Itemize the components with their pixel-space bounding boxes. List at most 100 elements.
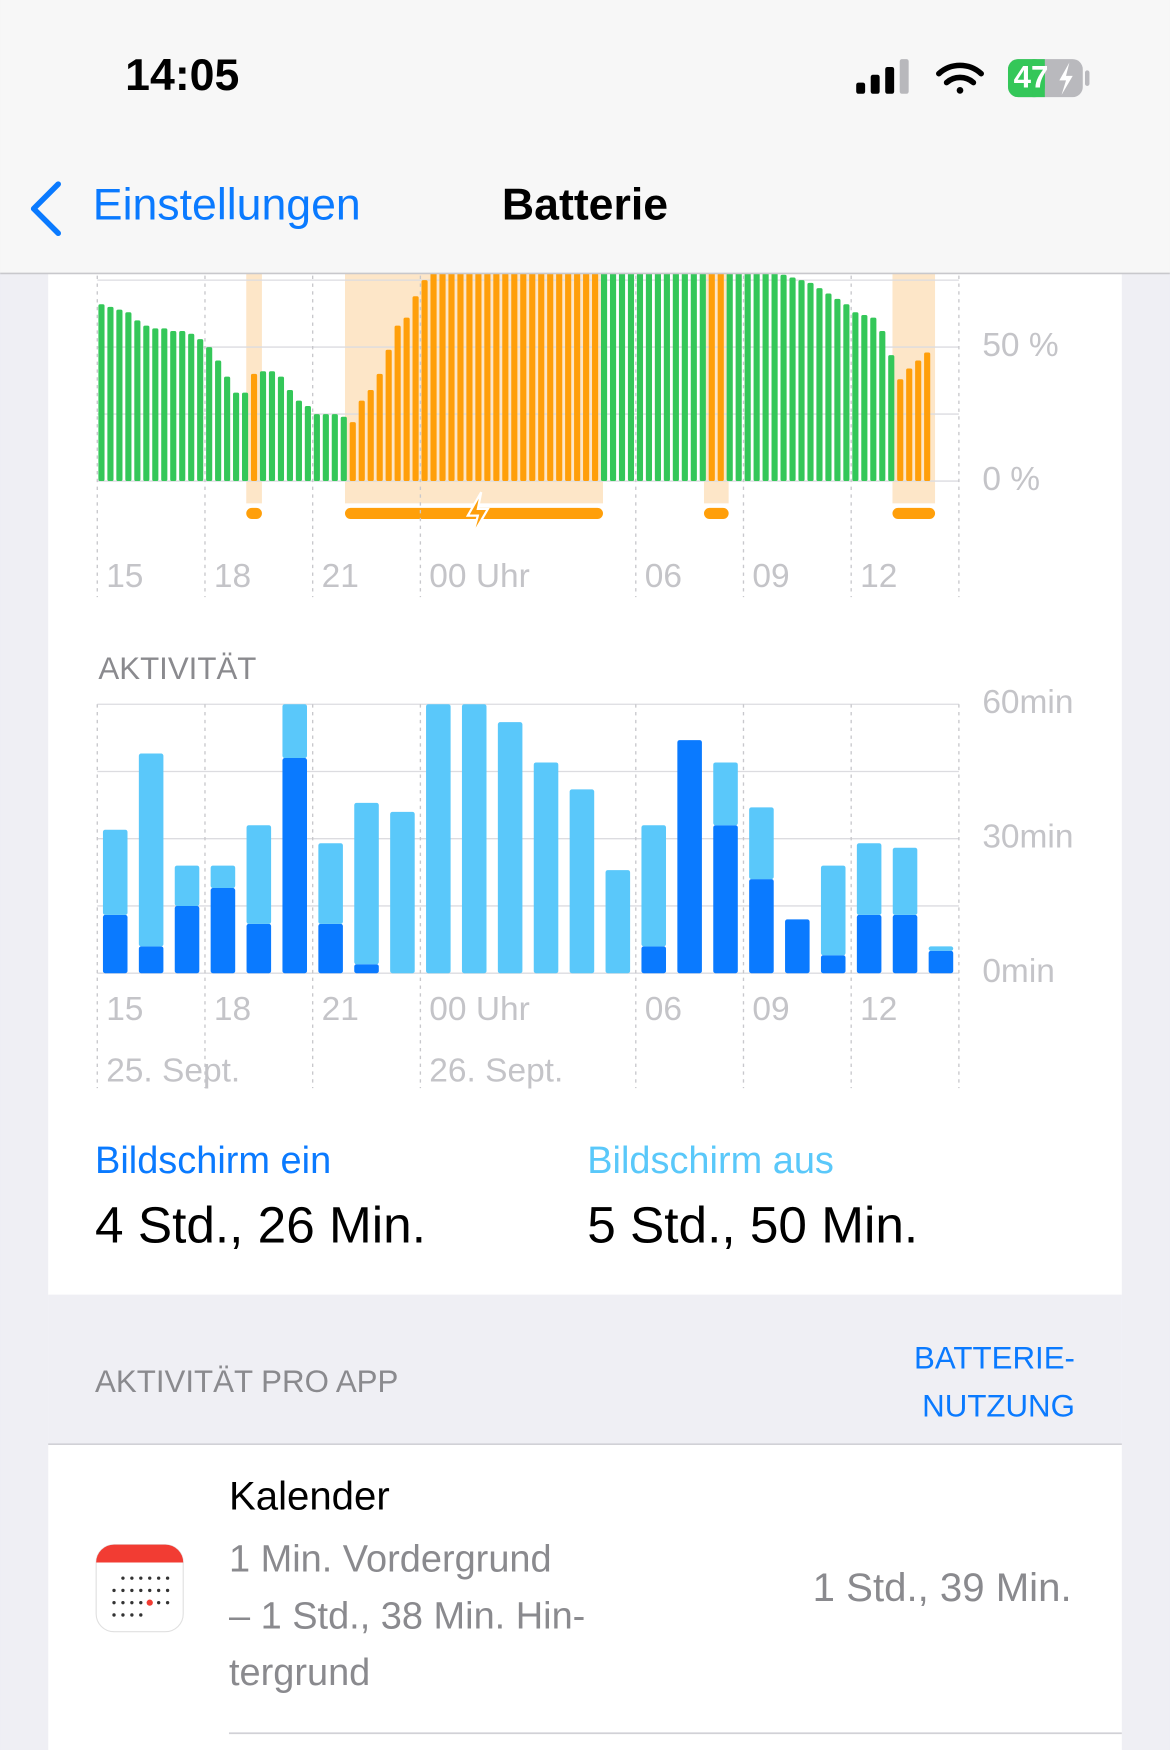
back-chevron[interactable] (30, 181, 62, 237)
battery-bar (592, 213, 599, 482)
back-button[interactable]: Einstellungen (30, 180, 361, 237)
activity-bar (390, 811, 415, 974)
battery-bar (295, 400, 302, 482)
y-tick-label: 0min (982, 953, 1055, 990)
x-tick-label: 21 (322, 991, 359, 1028)
activity-bar (820, 955, 846, 974)
battery-bar (789, 277, 796, 482)
battery-bar (735, 247, 742, 482)
battery-bar (681, 213, 688, 482)
wifi-icon (936, 62, 984, 94)
activity-bar (246, 923, 272, 974)
activity-bar (569, 789, 595, 974)
battery-bar (376, 373, 383, 482)
battery-bar (888, 355, 895, 482)
battery-bar (430, 269, 437, 482)
battery-bar (421, 280, 428, 482)
activity-bar (174, 865, 200, 906)
y-tick-label: 0 % (982, 461, 1040, 498)
app-row[interactable]: Kalender 1 Min. Vordergrund – 1 Std., 38… (95, 1473, 1072, 1694)
activity-bar (102, 914, 128, 974)
activity-bar (102, 829, 128, 915)
battery-bar (618, 213, 626, 482)
battery-bar (340, 416, 347, 482)
battery-bar (645, 213, 653, 482)
x-tick-label: 09 (752, 558, 789, 595)
date-label: 25. Sept. (106, 1052, 240, 1089)
activity-bar (892, 914, 918, 974)
activity-bar (282, 704, 308, 759)
date-label: 26. Sept. (429, 1052, 563, 1089)
battery-bar (125, 312, 132, 482)
battery-bar (403, 317, 410, 482)
battery-bar (170, 331, 177, 482)
battery-bar (457, 245, 464, 482)
battery-bar (197, 339, 204, 482)
battery-bar (924, 352, 931, 482)
x-tick-label: 12 (860, 558, 897, 595)
battery-bar (259, 371, 267, 482)
y-tick-label: 60min (982, 684, 1073, 721)
battery-bar (322, 414, 329, 482)
x-tick-label: 00 Uhr (429, 991, 529, 1028)
activity-bar (928, 950, 954, 974)
app-detail: tergrund (229, 1652, 370, 1694)
activity-bar (820, 865, 846, 956)
battery-bar (116, 309, 123, 482)
x-tick-label: 15 (106, 558, 143, 595)
low-power-pill (892, 507, 936, 519)
battery-bar (98, 304, 105, 482)
battery-bar (609, 213, 617, 482)
activity-bar (533, 762, 559, 974)
activity-bar (856, 843, 882, 915)
battery-bar (466, 237, 473, 482)
battery-bar (897, 379, 904, 482)
battery-bar (574, 213, 581, 482)
back-label[interactable]: Einstellungen (93, 180, 361, 229)
battery-bar (475, 231, 482, 482)
app-detail: 1 Min. Vordergrund (229, 1538, 552, 1580)
battery-bar (268, 371, 276, 482)
side (0, 1294, 49, 1750)
battery-bar (627, 213, 635, 482)
activity-bar (246, 825, 272, 924)
activity-bar (282, 758, 308, 974)
app-detail: – 1 Std., 38 Min. Hin- (229, 1595, 585, 1637)
battery-bar (304, 406, 311, 482)
battery-bar (134, 320, 141, 482)
link-text[interactable]: NUTZUNG (922, 1389, 1075, 1424)
battery-level: 47 (1014, 59, 1049, 94)
top-bar: 14:05 47 Einstellungen Batterie (0, 0, 1170, 275)
battery-bar (224, 376, 231, 482)
x-tick-label: 18 (214, 558, 251, 595)
battery-bar (250, 373, 258, 482)
x-tick-label: 18 (214, 991, 251, 1028)
battery-bar (825, 293, 832, 482)
battery-bar (331, 414, 338, 482)
battery-bar (215, 360, 222, 482)
link-text[interactable]: BATTERIE- (914, 1341, 1075, 1376)
battery-bar (241, 392, 249, 482)
nav-background (0, 0, 1170, 274)
x-tick-label: 21 (322, 558, 359, 595)
section-header-bg (48, 1294, 1122, 1445)
x-tick-label: 06 (645, 991, 682, 1028)
summary-value: 5 Std., 50 Min. (587, 1196, 918, 1253)
battery-usage-link[interactable]: BATTERIE- NUTZUNG (914, 1341, 1075, 1424)
low-power-band (344, 267, 603, 504)
activity-bar (497, 722, 523, 974)
activity-bar (210, 888, 236, 974)
battery-bar (358, 400, 365, 482)
activity-bar (354, 802, 379, 965)
app-total: 1 Std., 39 Min. (813, 1565, 1072, 1610)
summary-label: Bildschirm aus (587, 1140, 834, 1182)
battery-bar (538, 213, 545, 482)
activity-bar (749, 807, 774, 880)
charging-icon (465, 491, 490, 537)
activity-bar (856, 914, 882, 974)
activity-bar (174, 905, 200, 974)
chart-title: AKTIVITÄT (98, 651, 256, 686)
battery-bar (385, 349, 392, 482)
summary-value: 4 Std., 26 Min. (95, 1196, 426, 1253)
activity-bar (928, 946, 954, 951)
